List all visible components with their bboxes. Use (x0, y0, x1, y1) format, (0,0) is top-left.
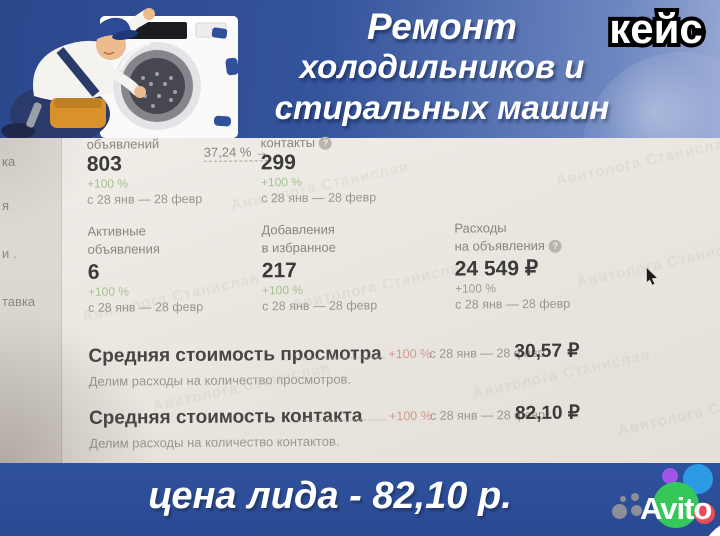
avg-contact-growth: +100 % (388, 408, 432, 424)
expenses-period: с 28 янв — 28 февр (455, 296, 571, 312)
avito-gray-dot-icon (620, 496, 626, 502)
avito-gray-dot-icon (631, 505, 642, 516)
banner-title-line2: холодильников и (299, 48, 585, 85)
expenses-value: 24 549 ₽ (454, 256, 539, 281)
top-banner: Ремонт холодильников и стиральных машин … (0, 0, 720, 138)
avito-stats-screenshot: ка я и . тавка Авитолога Станислав Авито… (0, 134, 720, 463)
contacts-growth: +100 % (260, 174, 303, 190)
views-label: объявлений (86, 136, 160, 152)
favorites-period: с 28 янв — 28 февр (262, 298, 378, 314)
avg-view-title: Средняя стоимость просмотра (88, 343, 382, 367)
contacts-value: 299 (260, 151, 296, 175)
banner-title-line1: Ремонт (367, 6, 517, 47)
stats-content: Авитолога Станислав Авитолога Станислав … (0, 134, 720, 465)
case-badge-outline: кейс (605, 4, 707, 54)
active-label-line2: объявления (87, 241, 160, 257)
expenses-label-line2: на объявления? (454, 237, 562, 254)
sidebar-item-fragment[interactable]: тавка (2, 294, 36, 309)
contacts-period: с 28 янв — 28 февр (261, 190, 377, 206)
avg-contact-title: Средняя стоимость контакта (88, 405, 363, 429)
drum-holes (137, 72, 177, 108)
info-icon[interactable]: ? (319, 136, 333, 150)
sidebar-item-fragment[interactable]: я (2, 198, 10, 213)
avg-contact-value: 82,10 ₽ (514, 402, 581, 425)
avito-gray-dot-icon (612, 504, 627, 519)
avito-wordmark: Avito (640, 491, 712, 526)
contacts-label: контакты? (260, 134, 333, 151)
avg-contact-subtitle: Делим расходы на количество контактов. (89, 433, 340, 451)
contacts-label-text: контакты (260, 134, 316, 151)
lead-price-text: цена лида - 82,10 р. (148, 475, 512, 517)
views-period: с 28 янв — 28 февр (87, 191, 203, 207)
hand (143, 8, 155, 20)
favorites-value: 217 (261, 259, 297, 283)
favorites-label-line1: Добавления (261, 221, 335, 238)
watermark: Авитолога Станислав (616, 382, 720, 439)
conversion-link[interactable]: 37,24 % → (203, 144, 269, 162)
wrench-icon (26, 102, 42, 128)
avg-view-growth: +100 % (388, 346, 432, 362)
active-label-line1: Активные (87, 223, 146, 239)
repairman-washing-machine-illustration (1, 8, 239, 138)
sidebar-item-fragment[interactable]: ка (2, 154, 16, 169)
info-icon[interactable]: ? (548, 239, 562, 253)
active-growth: +100 % (87, 284, 130, 299)
active-period: с 28 янв — 28 февр (88, 299, 204, 315)
watermark: Авитолога Станислав (229, 158, 411, 215)
avg-view-subtitle: Делим расходы на количество просмотров. (88, 371, 352, 389)
favorites-label-line2: в избранное (261, 239, 336, 256)
sidebar-item-fragment[interactable]: и . (2, 246, 17, 261)
active-value: 6 (87, 260, 100, 284)
expenses-growth: +100 % (454, 281, 497, 296)
repairman (1, 8, 155, 138)
avito-gray-dot-icon (631, 493, 639, 501)
banner-title-line3: стиральных машин (274, 89, 610, 126)
views-growth: +100 % (86, 176, 129, 191)
sidebar-strip: ка я и . тавка (0, 138, 62, 463)
favorites-growth: +100 % (261, 282, 304, 298)
watermark: Авитолога Станислав (554, 133, 720, 190)
avito-green-circle (653, 482, 699, 528)
avito-purple-circle (662, 468, 678, 484)
avito-red-circle (694, 503, 715, 524)
case-badge-text: кейс (609, 5, 703, 52)
footer-banner: цена лида - 82,10 р. Avito (0, 463, 720, 536)
expenses-label-line1: Расходы (454, 220, 507, 236)
mouse-cursor-icon (646, 267, 657, 285)
expenses-label-text: на объявления (454, 237, 545, 254)
views-value: 803 (86, 152, 122, 176)
avg-view-value: 30,57 ₽ (514, 340, 580, 363)
